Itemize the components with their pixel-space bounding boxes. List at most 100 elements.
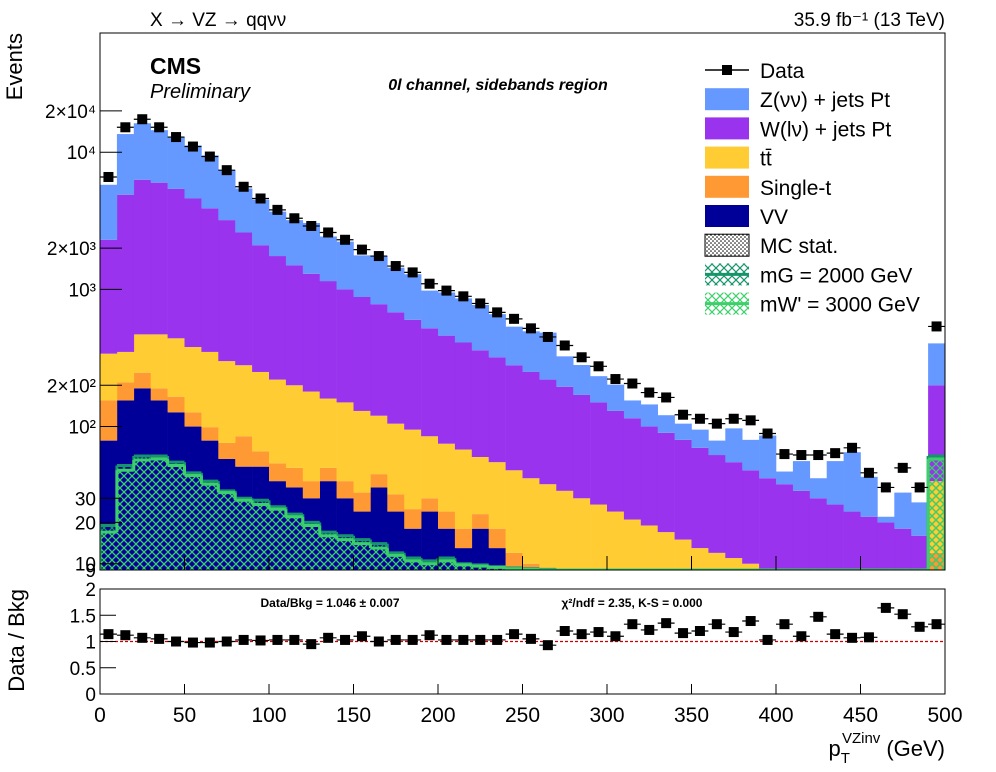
ratio-point	[441, 634, 452, 645]
stack-bar	[252, 451, 270, 467]
legend-label: Single-t	[760, 177, 831, 200]
ratio-point	[880, 602, 891, 613]
data-point	[711, 418, 722, 429]
stack-bar	[742, 470, 760, 564]
signal-fill	[235, 500, 253, 570]
stack-bar	[404, 509, 422, 529]
stack-bar	[877, 516, 895, 523]
stack-bar	[674, 539, 692, 570]
stack-bar	[353, 297, 371, 411]
ratio-point	[356, 631, 367, 642]
y-tick-label: 2×10³	[47, 239, 96, 260]
stack-bar	[471, 350, 489, 457]
axes: 0 50 100 150 200 250 300 350 400 450 500910203010²…	[45, 32, 963, 727]
data-point	[204, 151, 215, 162]
stack-bar	[438, 511, 456, 529]
stack-bar	[438, 335, 456, 444]
stack-bar	[776, 484, 794, 570]
stack-bar	[218, 442, 236, 460]
data-point	[373, 251, 384, 262]
stack-bar	[252, 199, 270, 246]
signal-fill	[624, 570, 641, 590]
stack-bar	[708, 440, 726, 456]
stack-bar	[218, 170, 236, 221]
stack-bar	[184, 198, 202, 348]
data-point	[779, 449, 790, 460]
ratio-point	[576, 629, 587, 640]
signal-fill	[793, 570, 810, 590]
stack-bar	[657, 415, 675, 433]
ratio-point	[610, 631, 621, 642]
ratio-point	[458, 634, 469, 645]
signal-fill	[573, 570, 590, 590]
data-point	[863, 467, 874, 478]
y-tick-label: 10	[75, 555, 96, 576]
signal-fill	[167, 465, 185, 570]
y-tick-label: 10³	[69, 280, 96, 301]
stack-bar	[894, 528, 912, 570]
stack-bar	[810, 635, 827, 659]
ratio-point	[475, 634, 486, 645]
data-point	[796, 450, 807, 461]
stack-bar	[116, 382, 135, 401]
data-point	[745, 415, 756, 426]
stack-bar	[353, 255, 371, 298]
stack-bar	[421, 328, 439, 437]
ratio-y-tick-label: 0	[85, 685, 96, 706]
stack-bar	[302, 391, 320, 482]
stack-bar	[269, 463, 287, 482]
signal-fill	[624, 570, 641, 590]
signal-fill	[556, 570, 573, 590]
signal-fill	[370, 548, 388, 570]
data-point	[880, 482, 891, 493]
signal-fill	[928, 459, 945, 570]
stack-bar	[150, 388, 168, 401]
data-point	[678, 409, 689, 420]
legend-swatch	[704, 233, 750, 257]
data-point	[289, 213, 300, 224]
data-point	[830, 448, 841, 459]
x-tick-label: 0	[94, 704, 106, 727]
stack-bar	[100, 239, 118, 354]
legend-label: mW' = 3000 GeV	[760, 294, 920, 317]
ratio-annotation: χ²/ndf = 2.35, K-S = 0.000	[562, 596, 703, 610]
signal-fill	[894, 570, 911, 590]
data-point	[847, 442, 858, 453]
stack-bar	[319, 467, 337, 482]
stack-bar	[877, 594, 894, 635]
stack-bar	[454, 449, 473, 529]
y-tick-label: 30	[75, 489, 96, 510]
ratio-point	[559, 626, 570, 636]
stack-bar	[387, 267, 405, 313]
signal-fill	[556, 570, 573, 590]
stack-bar	[421, 498, 439, 512]
ratio-point	[424, 630, 435, 641]
signal-fill	[116, 470, 134, 570]
signal-fill	[590, 570, 607, 590]
stack-bar	[826, 461, 844, 505]
stack-bar	[184, 412, 202, 427]
stack-bar	[454, 528, 473, 549]
data-point	[644, 387, 655, 398]
ratio-plot	[100, 602, 945, 651]
stack-bar	[235, 365, 253, 437]
stack-bar	[150, 334, 168, 389]
stack-bar	[725, 635, 742, 659]
ratio-point	[694, 626, 705, 636]
data-point	[661, 392, 672, 403]
ratio-point	[762, 634, 773, 645]
stack-bar	[116, 134, 135, 195]
signal-fill	[759, 570, 776, 590]
stack-bar	[370, 304, 388, 416]
stack-bar	[167, 137, 185, 189]
ratio-y-label: Data / Bkg	[4, 589, 29, 692]
stack-bar	[184, 145, 202, 199]
signal-fill	[675, 570, 692, 590]
stack-bar	[133, 372, 151, 389]
stack-bar	[319, 398, 337, 468]
ratio-point	[154, 633, 165, 644]
data-point	[120, 122, 131, 133]
stack-bar	[235, 436, 253, 467]
stack-bar	[792, 461, 811, 491]
signal-fill	[522, 568, 540, 570]
